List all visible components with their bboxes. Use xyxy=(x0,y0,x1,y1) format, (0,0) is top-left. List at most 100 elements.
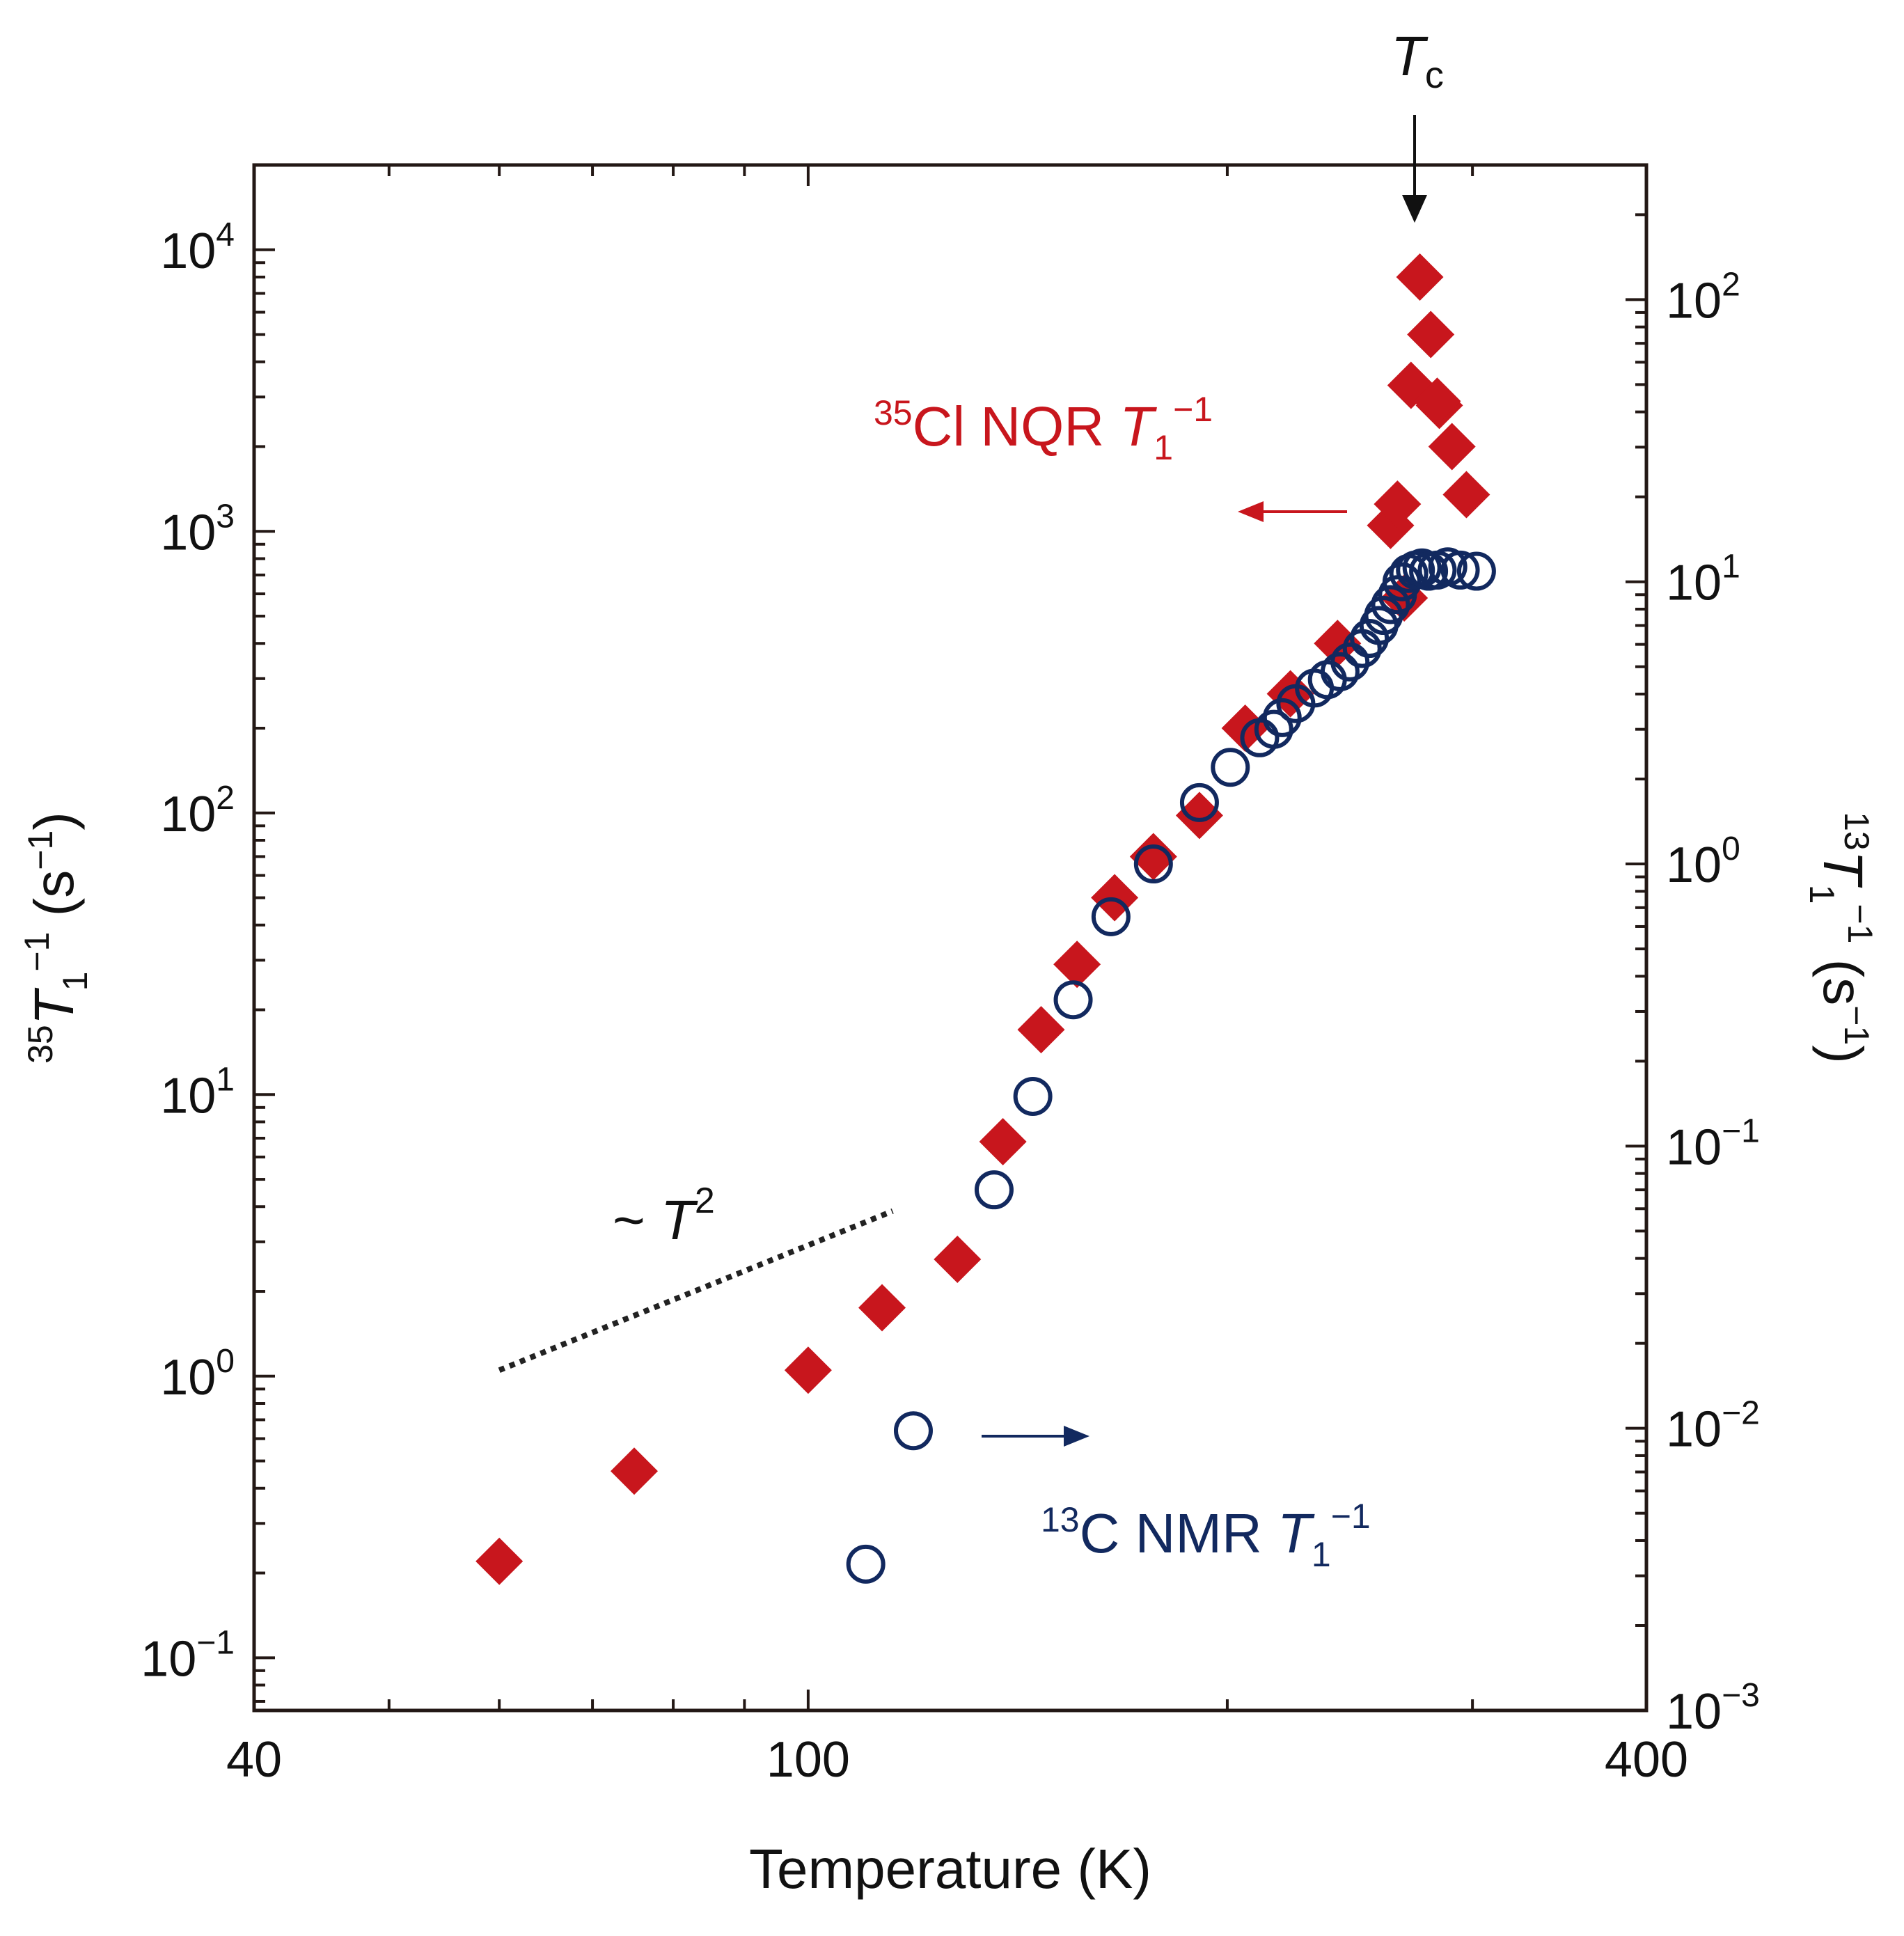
y-left-tick-label: 103 xyxy=(160,498,235,560)
power-law-tilde: ~ xyxy=(613,1189,661,1251)
cl-data-point xyxy=(1374,480,1422,528)
c-label-sub: 1 xyxy=(1312,1535,1331,1574)
x-axis-title: Temperature (K) xyxy=(749,1838,1151,1900)
c-data-point xyxy=(1350,619,1390,659)
y-left-tick-exp: 3 xyxy=(216,498,235,535)
y-right-tick-label: 10−1 xyxy=(1666,1112,1760,1175)
y-left-tick-base: 10 xyxy=(160,1068,216,1124)
cl-label-supexp: −1 xyxy=(1173,390,1213,429)
y-left-tick-exp: 0 xyxy=(216,1343,235,1380)
y-right-tick-exp: 2 xyxy=(1722,266,1740,303)
cl-data-point xyxy=(611,1447,659,1495)
c-data-point xyxy=(1053,980,1093,1020)
axis-tick-labels: 40 100 40010−110010110210310410−310−210−11… xyxy=(141,217,1760,1788)
c-data-point xyxy=(1440,550,1480,590)
y-left-tick-label: 100 xyxy=(160,1343,235,1406)
y-right-tick-exp: −3 xyxy=(1722,1677,1760,1714)
c-data-point xyxy=(1179,782,1219,822)
c-data-point xyxy=(1330,642,1370,682)
y-left-tick-exp: 2 xyxy=(216,780,235,817)
cl-data-point xyxy=(1442,471,1490,519)
cl-data-point xyxy=(934,1235,982,1283)
c-label-main: T xyxy=(1277,1502,1315,1564)
y-left-axis-title: 35T1−1 (s−1) xyxy=(17,812,95,1064)
y-right-tick-base: 10 xyxy=(1666,1119,1722,1175)
y-right-tick-base: 10 xyxy=(1666,837,1722,893)
y-left-tick-exp: 1 xyxy=(216,1061,235,1098)
c-data-point xyxy=(1091,897,1131,936)
y-left-tick-label: 102 xyxy=(160,780,235,842)
y-left-tick-base: 10 xyxy=(160,787,216,842)
y-right-tick-exp: −1 xyxy=(1722,1112,1760,1149)
y-left-tick-exp: 4 xyxy=(216,217,235,253)
y-right-title-sup: 13 xyxy=(1837,812,1876,851)
y-left-title-main: T xyxy=(23,987,85,1025)
c-data-point xyxy=(1211,748,1250,787)
cl-data-point xyxy=(1407,310,1455,359)
y-right-title-supexp: −1 xyxy=(1841,904,1880,943)
y-right-title-main: T xyxy=(1812,851,1874,888)
y-right-tick-label: 102 xyxy=(1666,266,1740,329)
y-left-title-unit: (s xyxy=(23,870,85,932)
c-label-sup: 13 xyxy=(1041,1500,1080,1539)
c-data-point xyxy=(1133,844,1173,884)
tc-sub: c xyxy=(1425,54,1444,96)
c-series-label: 13C NMR T1−1 xyxy=(1041,1497,1371,1574)
series-c-nmr xyxy=(846,547,1496,1584)
y-right-tick-exp: −2 xyxy=(1722,1395,1760,1432)
cl-label-sup: 35 xyxy=(874,393,913,432)
x-tick-label: 400 xyxy=(1605,1732,1688,1788)
y-left-tick-label: 104 xyxy=(160,217,235,279)
c-data-point xyxy=(1254,709,1293,749)
y-left-tick-label: 101 xyxy=(160,1061,235,1124)
y-left-tick-base: 10 xyxy=(160,1350,216,1406)
y-left-title-sup: 35 xyxy=(21,1025,60,1064)
y-left-title-unitexp: −1 xyxy=(21,831,60,870)
c-data-point xyxy=(1364,596,1403,636)
tc-arrow-head xyxy=(1402,195,1427,223)
cl-data-point xyxy=(1053,941,1101,989)
power-law-exp: 2 xyxy=(695,1181,715,1221)
tc-main: T xyxy=(1391,25,1429,87)
x-tick-label: 40 xyxy=(226,1732,282,1788)
cl-arrow-head xyxy=(1238,501,1264,522)
c-arrow-head xyxy=(1064,1426,1089,1447)
cl-data-point xyxy=(1017,1006,1065,1054)
y-right-title-close: ) xyxy=(1812,1045,1874,1064)
y-right-title-unitexp: −1 xyxy=(1837,1005,1876,1045)
x-tick-label: 100 xyxy=(766,1732,850,1788)
y-right-tick-exp: 0 xyxy=(1722,831,1740,867)
axis-ticks xyxy=(254,164,1646,1712)
cl-data-point xyxy=(858,1284,906,1332)
tc-label: Tc xyxy=(1391,25,1444,96)
guide-lines xyxy=(498,1208,894,1373)
y-right-tick-label: 101 xyxy=(1666,549,1740,611)
y-left-tick-exp: −1 xyxy=(196,1624,235,1661)
y-left-title-supexp: −1 xyxy=(17,932,56,972)
cl-data-point xyxy=(475,1537,524,1585)
c-label-supexp: −1 xyxy=(1331,1497,1371,1536)
y-right-tick-base: 10 xyxy=(1666,273,1722,329)
y-left-tick-base: 10 xyxy=(160,505,216,560)
c-data-point xyxy=(1456,551,1496,591)
c-data-point xyxy=(1371,585,1410,624)
c-data-point xyxy=(1320,652,1360,691)
y-right-tick-label: 10−2 xyxy=(1666,1395,1760,1458)
power-law-label: ~ T2 xyxy=(613,1181,715,1251)
c-data-point xyxy=(1382,562,1422,601)
y-left-tick-base: 10 xyxy=(141,1631,196,1687)
cl-series-label: 35Cl NQR T1−1 xyxy=(874,390,1213,467)
y-right-tick-label: 100 xyxy=(1666,831,1740,893)
y-right-tick-base: 10 xyxy=(1666,1402,1722,1458)
c-data-point xyxy=(974,1170,1014,1210)
y-right-title-sub: 1 xyxy=(1802,885,1841,904)
c-data-point xyxy=(893,1411,933,1451)
c-data-point xyxy=(1013,1076,1053,1116)
cl-data-point xyxy=(1428,423,1476,471)
y-left-tick-base: 10 xyxy=(160,223,216,279)
plot-frame xyxy=(252,163,1649,1713)
y-right-title-unit: (s xyxy=(1812,943,1874,1005)
cl-data-point xyxy=(979,1118,1027,1166)
cl-label-text: Cl NQR xyxy=(913,395,1120,457)
